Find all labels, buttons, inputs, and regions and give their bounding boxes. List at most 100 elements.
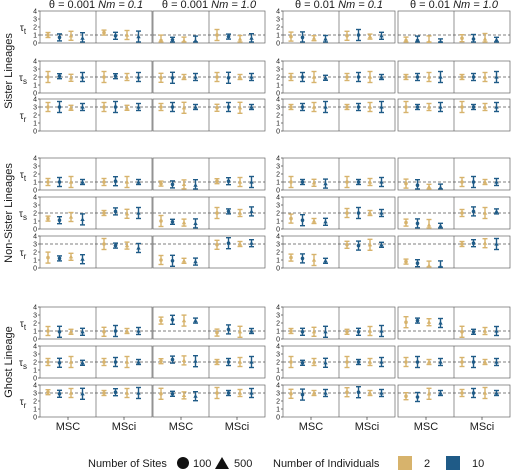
point-circle xyxy=(300,330,305,334)
point-triangle xyxy=(311,359,317,364)
y-tick-label: 3 xyxy=(33,203,37,210)
point-circle xyxy=(345,211,349,215)
point-circle xyxy=(300,75,305,79)
row-label: τt xyxy=(20,170,27,183)
point-circle xyxy=(113,34,118,38)
y-tick-label: 1 xyxy=(33,180,37,187)
point-circle xyxy=(404,105,408,109)
group-label: Sister Lineages xyxy=(3,33,15,109)
point-triangle xyxy=(68,390,74,395)
y-tick-label: 2 xyxy=(33,172,37,179)
point-triangle xyxy=(494,104,499,109)
row-label-subscript: r xyxy=(24,252,27,261)
point-circle xyxy=(415,395,420,399)
point-triangle xyxy=(494,179,499,184)
y-tick-label: 0 xyxy=(33,41,37,48)
point-circle xyxy=(345,360,349,364)
point-triangle xyxy=(237,210,243,215)
point-circle xyxy=(300,392,305,397)
y-tick-label: 3 xyxy=(33,67,37,74)
y-tick-label: 3 xyxy=(276,164,280,171)
row-label: τr xyxy=(20,248,27,261)
point-triangle xyxy=(249,390,254,395)
point-circle xyxy=(215,75,219,79)
point-triangle xyxy=(482,74,488,79)
point-circle xyxy=(226,34,231,39)
point-circle xyxy=(289,105,293,109)
point-circle xyxy=(471,180,476,184)
y-tick-label: 4 xyxy=(33,305,37,312)
point-circle xyxy=(300,256,305,261)
point-circle xyxy=(159,105,163,109)
point-triangle xyxy=(136,210,141,215)
row-label-symbol: τ xyxy=(20,319,24,330)
point-triangle xyxy=(80,391,85,396)
point-triangle xyxy=(426,104,432,109)
column-header-theta: θ = 0.01 xyxy=(410,0,453,11)
y-tick-label: 2 xyxy=(276,25,280,32)
point-triangle xyxy=(482,210,488,215)
point-triangle xyxy=(426,391,432,396)
y-tick-label: 0 xyxy=(276,376,280,383)
point-circle xyxy=(170,38,175,42)
y-tick-label: 0 xyxy=(276,91,280,98)
point-triangle xyxy=(136,179,141,184)
point-circle xyxy=(113,243,118,248)
y-tick-label: 0 xyxy=(276,41,280,48)
point-triangle xyxy=(249,328,254,333)
point-triangle xyxy=(426,263,432,268)
point-triangle xyxy=(80,257,85,261)
point-circle xyxy=(289,360,293,364)
point-triangle xyxy=(181,105,187,110)
point-circle xyxy=(404,360,408,364)
row-label: τs xyxy=(19,209,27,222)
point-circle xyxy=(289,34,293,39)
row-label-subscript: r xyxy=(24,401,27,410)
point-triangle xyxy=(249,179,254,184)
point-triangle xyxy=(379,74,384,79)
point-triangle xyxy=(193,259,198,264)
point-triangle xyxy=(193,394,198,398)
y-tick-label: 0 xyxy=(276,227,280,234)
point-triangle xyxy=(367,359,373,364)
y-tick-label: 1 xyxy=(276,83,280,90)
point-circle xyxy=(159,392,163,396)
point-triangle xyxy=(311,104,317,109)
point-circle xyxy=(404,181,408,186)
point-triangle xyxy=(426,222,432,227)
point-circle xyxy=(170,259,175,263)
point-triangle xyxy=(68,329,74,334)
point-triangle xyxy=(193,183,198,187)
x-label: MSC xyxy=(414,421,439,433)
point-circle xyxy=(356,360,361,364)
point-circle xyxy=(226,241,231,245)
y-tick-label: 4 xyxy=(276,9,280,16)
point-circle xyxy=(345,105,349,109)
point-circle xyxy=(415,261,420,266)
point-triangle xyxy=(323,104,328,109)
point-circle xyxy=(113,209,118,214)
point-triangle xyxy=(311,257,317,262)
row-label-symbol: τ xyxy=(19,73,23,84)
point-circle xyxy=(215,211,219,215)
point-circle xyxy=(170,318,175,322)
point-circle xyxy=(159,38,163,43)
point-triangle xyxy=(482,328,488,333)
y-tick-label: 0 xyxy=(276,188,280,195)
point-triangle xyxy=(249,359,254,364)
point-triangle xyxy=(311,329,317,334)
y-tick-label: 1 xyxy=(33,83,37,90)
point-circle xyxy=(404,220,408,225)
column-header: θ = 0.01 Nm = 0.1 xyxy=(295,0,383,11)
point-triangle xyxy=(80,179,85,184)
legend: Number of Sites 100 500 Number of Individua… xyxy=(88,456,484,470)
point-triangle xyxy=(80,329,85,334)
x-label: MSC xyxy=(56,421,81,433)
point-triangle xyxy=(494,241,499,246)
point-triangle xyxy=(494,390,499,395)
x-label: MSC xyxy=(169,421,194,433)
point-triangle xyxy=(193,221,198,225)
row-label-symbol: τ xyxy=(20,23,24,34)
row-label: τr xyxy=(20,397,27,410)
row-label: τt xyxy=(20,23,27,36)
